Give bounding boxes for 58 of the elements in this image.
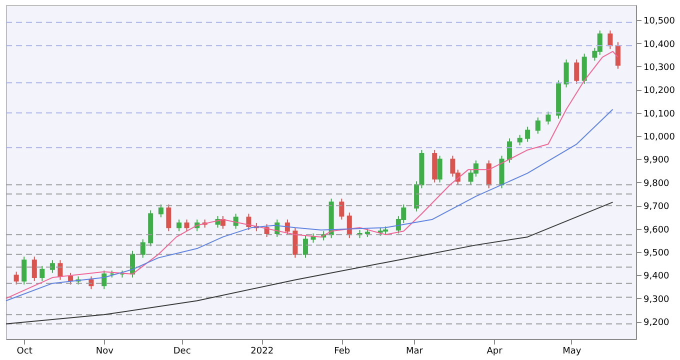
y-tick-label: 9,400 — [644, 272, 670, 282]
x-tick-label: Dec — [173, 346, 191, 356]
candlestick — [102, 270, 107, 290]
y-tick-label: 10,400 — [644, 40, 676, 50]
candlestick — [40, 265, 45, 282]
x-tick-label: Oct — [16, 346, 33, 356]
candlestick — [546, 111, 551, 125]
y-tick-label: 10,000 — [644, 132, 676, 143]
y-tick-label: 9,500 — [644, 248, 670, 259]
y-tick-label: 9,300 — [644, 294, 670, 305]
candlestick — [608, 30, 613, 50]
candlestick — [158, 204, 164, 218]
candlestick — [486, 160, 492, 189]
candlestick — [506, 138, 512, 164]
candlestick — [582, 53, 587, 84]
line-series — [6, 202, 614, 324]
candlestick — [615, 42, 620, 70]
candlestick — [339, 198, 344, 220]
candlestick — [233, 213, 238, 230]
y-tick-label: 10,300 — [644, 62, 676, 73]
y-tick-label: 10,500 — [644, 16, 676, 27]
y-tick-label: 9,800 — [644, 178, 670, 189]
x-tick-label: Mar — [406, 346, 424, 356]
candlestick — [303, 235, 308, 258]
candlestick — [58, 260, 63, 280]
candlestick — [14, 271, 19, 285]
candlestick — [166, 204, 172, 232]
candlestick — [284, 219, 290, 236]
candlestick — [525, 126, 530, 142]
y-tick-label: 9,600 — [644, 225, 670, 236]
line-series — [6, 108, 614, 302]
x-tick-label: May — [562, 346, 582, 356]
candlestick — [50, 260, 55, 274]
y-tick-label: 9,700 — [644, 202, 670, 212]
candlestick — [535, 116, 540, 134]
candlestick — [140, 238, 146, 258]
y-tick-label: 10,100 — [644, 109, 676, 120]
candlestick — [564, 59, 569, 88]
candlestick — [176, 219, 182, 232]
y-tick-label: 9,200 — [644, 318, 670, 328]
candlestick — [32, 256, 37, 282]
x-tick-label: Nov — [96, 346, 114, 356]
candlestick — [437, 155, 442, 183]
x-tick-label: Apr — [486, 346, 503, 356]
y-tick-label: 9,900 — [644, 156, 670, 166]
candlestick — [184, 219, 190, 232]
candlestick — [346, 212, 352, 239]
candlestick — [292, 227, 298, 258]
candlestick — [414, 180, 420, 212]
candlestick — [310, 232, 316, 244]
x-tick-label: Feb — [334, 346, 350, 356]
candlestick — [22, 256, 27, 285]
candlestick — [220, 216, 226, 230]
y-tick-label: 10,200 — [644, 86, 676, 96]
candlestick — [574, 59, 580, 84]
candlestick — [246, 213, 252, 230]
x-tick-label: 2022 — [250, 346, 274, 356]
candlestick — [517, 134, 522, 146]
